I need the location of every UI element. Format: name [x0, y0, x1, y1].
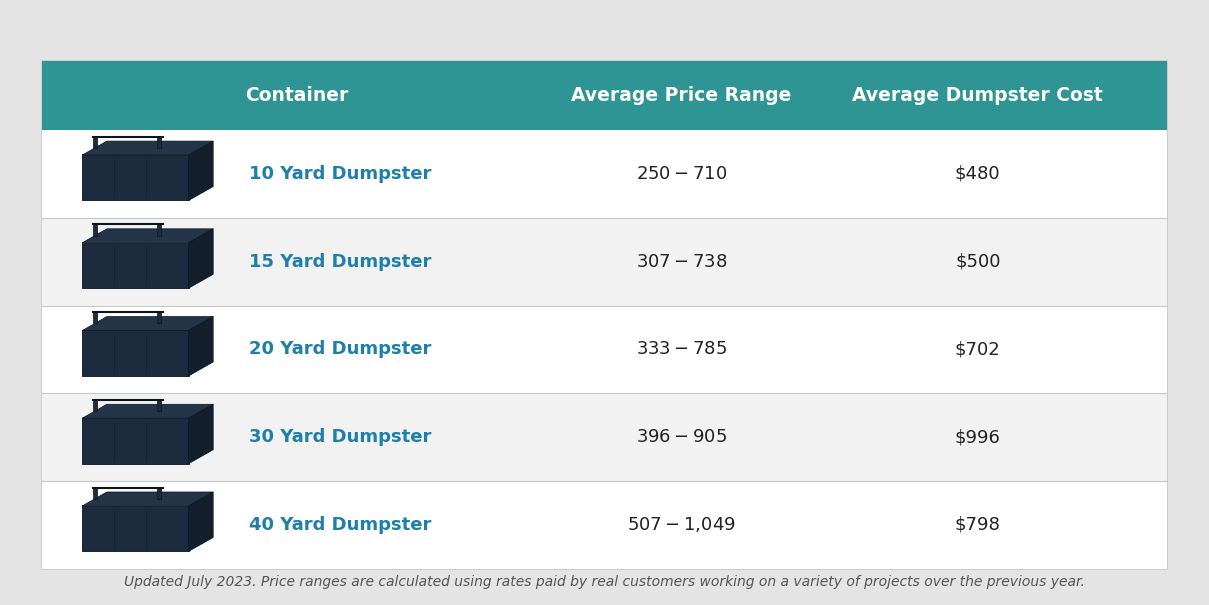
FancyBboxPatch shape: [41, 218, 1168, 306]
Polygon shape: [189, 316, 213, 376]
Text: 15 Yard Dumpster: 15 Yard Dumpster: [249, 253, 432, 270]
FancyBboxPatch shape: [82, 506, 189, 551]
Text: 20 Yard Dumpster: 20 Yard Dumpster: [249, 341, 432, 358]
FancyBboxPatch shape: [41, 393, 1168, 481]
Text: $250 - $710: $250 - $710: [636, 165, 728, 183]
Text: 40 Yard Dumpster: 40 Yard Dumpster: [249, 516, 432, 534]
Text: $333 - $785: $333 - $785: [636, 341, 727, 358]
Text: 10 Yard Dumpster: 10 Yard Dumpster: [249, 165, 432, 183]
Text: $996: $996: [955, 428, 1001, 446]
Text: Container: Container: [244, 86, 348, 105]
FancyBboxPatch shape: [157, 400, 161, 411]
FancyBboxPatch shape: [82, 243, 189, 288]
Text: $307 - $738: $307 - $738: [636, 253, 728, 270]
FancyBboxPatch shape: [41, 130, 1168, 218]
FancyBboxPatch shape: [157, 224, 161, 236]
FancyBboxPatch shape: [93, 400, 97, 411]
Polygon shape: [189, 404, 213, 463]
FancyBboxPatch shape: [157, 488, 161, 499]
FancyBboxPatch shape: [41, 60, 1168, 130]
Polygon shape: [189, 492, 213, 551]
Text: $798: $798: [955, 516, 1001, 534]
FancyBboxPatch shape: [41, 306, 1168, 393]
FancyBboxPatch shape: [41, 60, 1168, 569]
Polygon shape: [82, 316, 213, 330]
FancyBboxPatch shape: [82, 155, 189, 200]
FancyBboxPatch shape: [93, 137, 97, 148]
Text: $396 - $905: $396 - $905: [636, 428, 727, 446]
Text: 30 Yard Dumpster: 30 Yard Dumpster: [249, 428, 432, 446]
FancyBboxPatch shape: [157, 312, 161, 324]
FancyBboxPatch shape: [93, 488, 97, 499]
Polygon shape: [82, 404, 213, 418]
Text: Updated July 2023. Price ranges are calculated using rates paid by real customer: Updated July 2023. Price ranges are calc…: [125, 575, 1084, 589]
FancyBboxPatch shape: [82, 418, 189, 463]
Text: $702: $702: [955, 341, 1001, 358]
FancyBboxPatch shape: [93, 224, 97, 236]
FancyBboxPatch shape: [82, 330, 189, 376]
Polygon shape: [189, 229, 213, 288]
Polygon shape: [189, 141, 213, 200]
Text: Average Price Range: Average Price Range: [572, 86, 792, 105]
Text: $507 - $1,049: $507 - $1,049: [627, 515, 736, 534]
Text: $480: $480: [955, 165, 1001, 183]
FancyBboxPatch shape: [93, 312, 97, 324]
Polygon shape: [82, 229, 213, 243]
Polygon shape: [82, 141, 213, 155]
Text: Average Dumpster Cost: Average Dumpster Cost: [852, 86, 1103, 105]
Polygon shape: [82, 492, 213, 506]
FancyBboxPatch shape: [157, 137, 161, 148]
FancyBboxPatch shape: [41, 481, 1168, 569]
Text: $500: $500: [955, 253, 1001, 270]
